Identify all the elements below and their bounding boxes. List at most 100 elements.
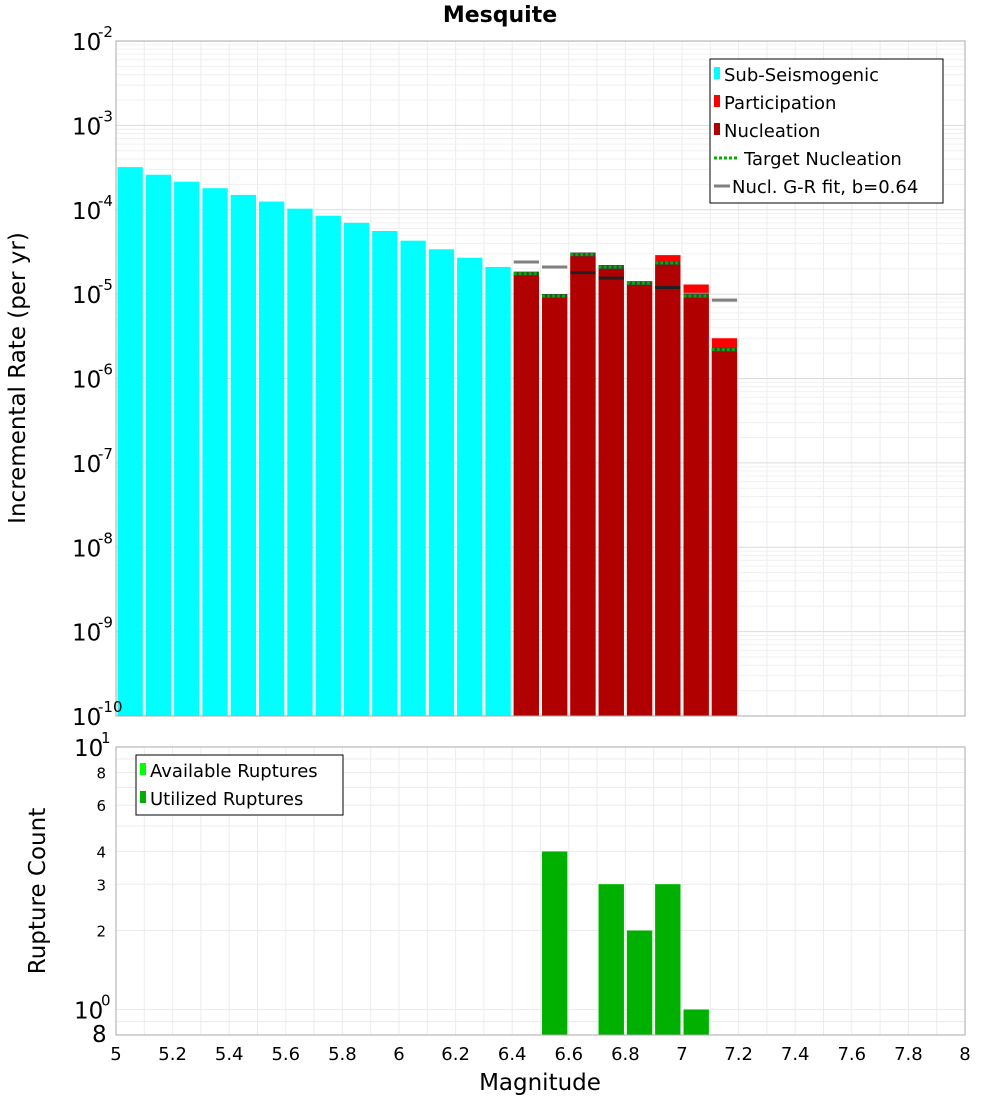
- bar-nucleation: [513, 272, 539, 716]
- rupture-y-axis-label: Rupture Count: [25, 808, 51, 974]
- y-tick-exponent: -4: [98, 192, 113, 210]
- y-tick-exponent: -5: [98, 276, 113, 294]
- legend-item-sub-seismogenic: Sub-Seismogenic: [714, 65, 879, 86]
- bar-utilized-ruptures: [626, 930, 653, 1035]
- x-tick-label: 7.2: [724, 1044, 753, 1065]
- bar-sub-seismogenic: [372, 230, 398, 716]
- bar-nucleation: [598, 268, 624, 716]
- bar-utilized-ruptures: [598, 884, 624, 1035]
- legend-box: [135, 754, 344, 816]
- x-tick-label: 5.2: [158, 1044, 187, 1065]
- bar-utilized-ruptures: [542, 851, 568, 1035]
- x-tick-label: 5: [110, 1044, 121, 1065]
- y-tick-label: 10-10: [72, 698, 123, 731]
- bar-utilized-ruptures: [655, 884, 681, 1035]
- y-tick-label: 3: [96, 876, 106, 894]
- legend-item-utilized-ruptures: Utilized Ruptures: [140, 789, 303, 810]
- bar-nucleation: [626, 284, 653, 716]
- y-tick-label: 10-4: [72, 192, 113, 225]
- y-tick-label: 10-8: [72, 529, 113, 562]
- y-tick-base: 10: [74, 736, 103, 762]
- bar-sub-seismogenic: [117, 167, 143, 716]
- x-tick-label: 5.4: [215, 1044, 244, 1065]
- y-tick-exponent: -6: [98, 361, 113, 379]
- x-tick-label: 7.8: [894, 1044, 923, 1065]
- bar-sub-seismogenic: [174, 181, 200, 716]
- y-tick-label: 10-5: [72, 276, 113, 309]
- bar-nucleation: [542, 296, 568, 716]
- rate-plot-lines: [513, 252, 738, 352]
- x-tick-label: 7: [676, 1044, 687, 1065]
- y-tick-exponent: 1: [101, 729, 111, 747]
- legend-label: Sub-Seismogenic: [724, 65, 879, 86]
- x-tick-label: 6: [393, 1044, 404, 1065]
- bar-sub-seismogenic: [287, 208, 313, 716]
- y-tick-label: 2: [96, 923, 106, 941]
- x-tick-label: 7.6: [837, 1044, 866, 1065]
- bar-sub-seismogenic: [343, 222, 370, 716]
- bar-sub-seismogenic: [457, 257, 483, 716]
- x-tick-label: 6.8: [611, 1044, 640, 1065]
- legend-label: Target Nucleation: [743, 149, 902, 170]
- y-tick-exponent: -3: [98, 107, 113, 125]
- y-tick-label: 4: [96, 843, 106, 861]
- legend-item-participation: Participation: [714, 93, 836, 114]
- y-tick-base: 10: [72, 705, 101, 731]
- rate-plot-legend: Sub-Seismogenic Participation Nucleation Ta…: [709, 58, 944, 204]
- magnitude-x-axis-label: Magnitude: [479, 1070, 601, 1096]
- y-tick-label: 10-9: [72, 614, 113, 647]
- y-tick-base: 10: [72, 114, 101, 140]
- y-tick-exponent: -10: [98, 698, 123, 716]
- y-tick-base: 10: [72, 283, 101, 309]
- y-tick-label: 100: [74, 992, 111, 1025]
- y-tick-base: 10: [72, 452, 101, 478]
- y-tick-base: 10: [74, 999, 103, 1025]
- y-tick-label: 10-3: [72, 107, 113, 140]
- rate-plot-bars: [117, 167, 738, 717]
- legend-label: Nucleation: [724, 121, 820, 142]
- legend-item-nucleation: Nucleation: [714, 121, 820, 142]
- legend-label: Available Ruptures: [150, 761, 318, 782]
- bar-utilized-ruptures: [683, 1009, 709, 1035]
- bar-sub-seismogenic: [145, 174, 172, 716]
- legend-label: Nucl. G-R fit, b=0.64: [732, 177, 918, 198]
- rate-plot-frame: [115, 40, 966, 717]
- legend-swatch: [140, 763, 146, 775]
- bar-sub-seismogenic: [259, 201, 285, 716]
- y-tick-label: 8: [92, 1022, 107, 1048]
- y-tick-exponent: -2: [98, 23, 113, 41]
- bar-nucleation: [570, 256, 596, 716]
- rate-y-axis-label: Incremental Rate (per yr): [5, 232, 31, 524]
- x-tick-label: 5.8: [328, 1044, 357, 1065]
- rate-plot-grid: [115, 41, 966, 717]
- x-tick-label: 7.4: [781, 1044, 810, 1065]
- legend-label: Participation: [724, 93, 836, 114]
- x-tick-label: 8: [959, 1044, 970, 1065]
- legend-box: [709, 58, 944, 204]
- y-tick-label: 101: [74, 729, 111, 762]
- legend-item-available-ruptures: Available Ruptures: [140, 761, 318, 782]
- legend-label: Utilized Ruptures: [150, 789, 303, 810]
- y-tick-label: 10-2: [72, 23, 113, 56]
- bar-sub-seismogenic: [428, 249, 455, 716]
- y-tick-exponent: 0: [101, 992, 111, 1010]
- y-tick-exponent: -9: [98, 614, 113, 632]
- x-tick-label: 6.2: [441, 1044, 470, 1065]
- legend-item-target-nucleation: Target Nucleation: [714, 149, 902, 170]
- y-tick-label: 10-6: [72, 361, 113, 394]
- legend-item-nucl-g-r-fit-b-0-64: Nucl. G-R fit, b=0.64: [714, 177, 918, 198]
- x-tick-label: 6.6: [554, 1044, 583, 1065]
- x-tick-label: 5.6: [271, 1044, 300, 1065]
- bar-nucleation: [711, 347, 738, 716]
- legend-swatch: [714, 67, 720, 79]
- chart-title: Mesquite: [443, 3, 557, 28]
- bar-sub-seismogenic: [400, 240, 426, 717]
- legend-swatch: [714, 123, 720, 135]
- y-tick-label: 10-7: [72, 445, 113, 478]
- bar-nucleation: [683, 294, 709, 716]
- magnitude-x-ticks: 5 5.2 5.4 5.6 5.8 6 6.2 6.4 6.6 6.8 7 7.2 7.4 7.6 7.8 8: [110, 1044, 970, 1065]
